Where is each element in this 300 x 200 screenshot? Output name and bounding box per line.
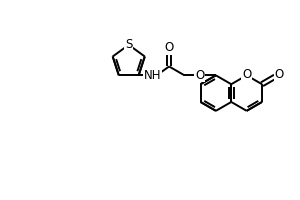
Text: NH: NH <box>143 69 161 82</box>
Text: O: O <box>195 69 204 82</box>
Text: O: O <box>242 68 251 81</box>
Text: O: O <box>274 68 283 81</box>
Text: O: O <box>164 41 174 54</box>
Text: S: S <box>125 38 132 51</box>
